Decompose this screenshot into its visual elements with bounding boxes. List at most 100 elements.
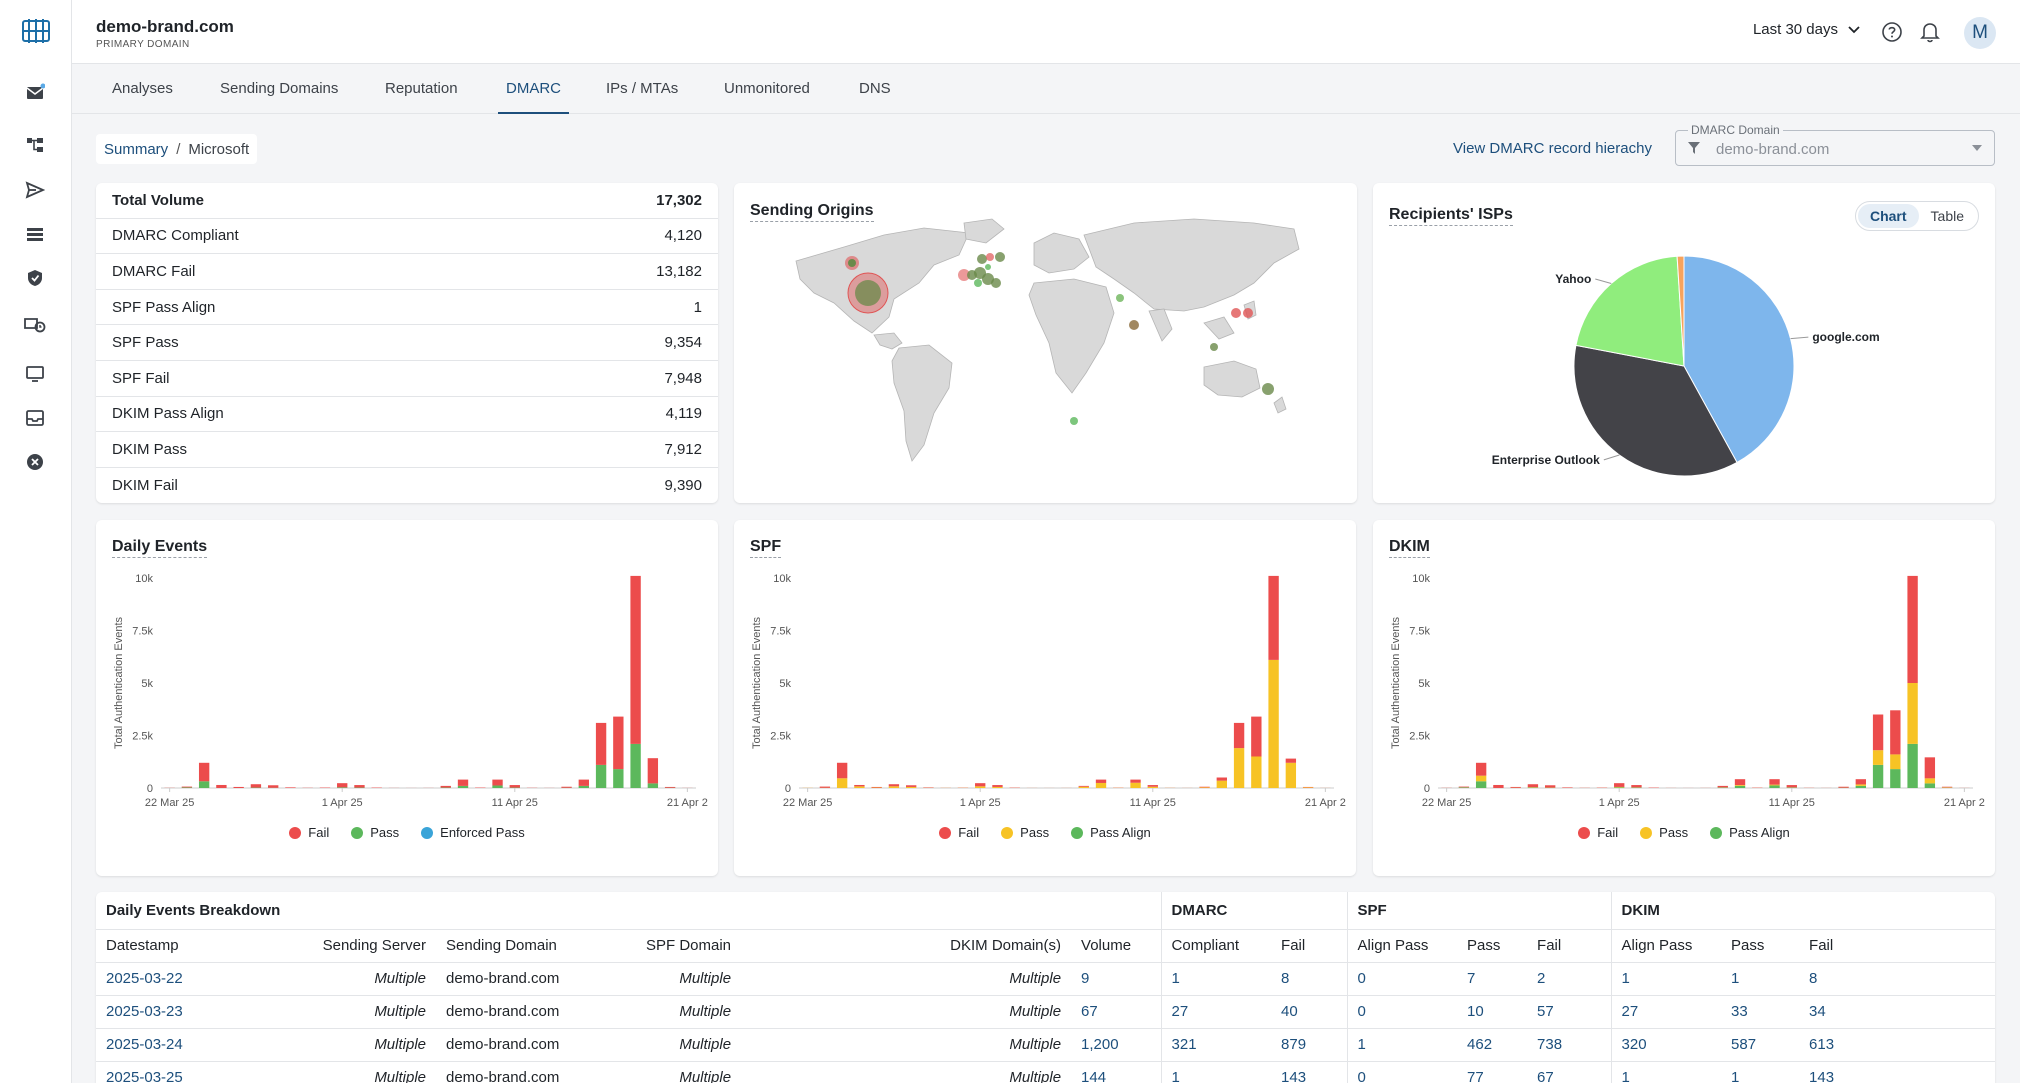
bar-segment[interactable]: [836, 778, 848, 788]
bar-segment[interactable]: [1924, 783, 1936, 788]
bar-segment[interactable]: [457, 785, 469, 788]
col-dkim-align-pass[interactable]: Align Pass: [1610, 929, 1722, 963]
col-dkim-domains[interactable]: DKIM Domain(s): [741, 929, 1072, 963]
bar-segment[interactable]: [578, 785, 589, 788]
bar-segment[interactable]: [1095, 782, 1107, 788]
table-row[interactable]: 2025-03-24 Multiple demo-brand.com Multiple…: [96, 1028, 1995, 1062]
table-row[interactable]: 2025-03-23 Multiple demo-brand.com Multiple…: [96, 995, 1995, 1029]
bar-segment[interactable]: [595, 722, 607, 765]
bar-segment[interactable]: [1786, 785, 1797, 788]
bar-segment[interactable]: [1855, 779, 1866, 785]
bar-segment[interactable]: [1941, 786, 1953, 788]
bar-segment[interactable]: [1285, 758, 1297, 763]
inbox-icon[interactable]: [24, 407, 46, 429]
bar-segment[interactable]: [1147, 786, 1158, 788]
bell-icon[interactable]: [1918, 20, 1942, 44]
bar-segment[interactable]: [1130, 782, 1141, 788]
bar-segment[interactable]: [613, 769, 624, 788]
tab-sending-domains[interactable]: Sending Domains: [220, 80, 339, 97]
bar-segment[interactable]: [1614, 787, 1625, 788]
pie-slice[interactable]: [1575, 255, 1685, 367]
tab-analyses[interactable]: Analyses: [112, 80, 173, 97]
bar-segment[interactable]: [285, 787, 296, 788]
bar-segment[interactable]: [561, 786, 572, 788]
bar-segment[interactable]: [1872, 764, 1884, 788]
bar-segment[interactable]: [1233, 748, 1245, 788]
bar-segment[interactable]: [1890, 769, 1901, 788]
primary-domain-name[interactable]: demo-brand.com: [96, 17, 234, 36]
bar-segment[interactable]: [1562, 787, 1573, 788]
view-record-hierarchy-link[interactable]: View DMARC record hierachy: [1453, 140, 1652, 157]
table-cell[interactable]: 2025-03-23: [96, 995, 286, 1029]
bar-segment[interactable]: [1095, 779, 1107, 783]
tab-dmarc[interactable]: DMARC: [498, 64, 569, 114]
bar-segment[interactable]: [1838, 786, 1849, 788]
bar-segment[interactable]: [1078, 785, 1089, 787]
bar-segment[interactable]: [492, 785, 503, 788]
bar-segment[interactable]: [1734, 785, 1746, 786]
bar-segment[interactable]: [578, 779, 589, 786]
col-sending-domain[interactable]: Sending Domain: [436, 929, 636, 963]
bar-segment[interactable]: [854, 784, 865, 787]
tab-unmonitored[interactable]: Unmonitored: [724, 80, 810, 97]
bar-segment[interactable]: [1872, 714, 1884, 751]
toggle-table[interactable]: Table: [1930, 208, 1964, 224]
legend-item-fail[interactable]: Fail: [289, 825, 329, 840]
pie-slice[interactable]: [1573, 344, 1738, 477]
legend-item-fail[interactable]: Fail: [1578, 825, 1618, 840]
bar-segment[interactable]: [1907, 743, 1918, 788]
bar-segment[interactable]: [1769, 779, 1780, 785]
bar-segment[interactable]: [975, 783, 986, 787]
bar-segment[interactable]: [1216, 780, 1227, 788]
toggle-chart[interactable]: Chart: [1857, 204, 1919, 228]
bar-segment[interactable]: [1855, 785, 1866, 788]
bar-segment[interactable]: [1734, 779, 1746, 786]
col-sending-server[interactable]: Sending Server: [286, 929, 436, 963]
date-range-select[interactable]: Last 30 days: [1753, 21, 1860, 38]
bar-segment[interactable]: [1147, 785, 1158, 787]
bar-segment[interactable]: [1130, 779, 1141, 783]
bar-segment[interactable]: [1510, 786, 1521, 788]
bar-segment[interactable]: [992, 785, 1003, 787]
legend-item-enforced-pass[interactable]: Enforced Pass: [421, 825, 525, 840]
bar-segment[interactable]: [1717, 785, 1728, 788]
bar-segment[interactable]: [613, 716, 624, 770]
bar-segment[interactable]: [1251, 756, 1262, 789]
bar-segment[interactable]: [906, 785, 917, 787]
bar-segment[interactable]: [647, 758, 659, 784]
col-dmarc-compliant[interactable]: Compliant: [1160, 929, 1272, 963]
bar-segment[interactable]: [1924, 757, 1936, 779]
bar-segment[interactable]: [595, 764, 607, 788]
bar-segment[interactable]: [975, 786, 986, 788]
table-row[interactable]: 2025-03-25 Multiple demo-brand.com Multiple…: [96, 1061, 1995, 1083]
bar-segment[interactable]: [1475, 781, 1487, 788]
logo-icon[interactable]: [21, 17, 51, 45]
monitor-icon[interactable]: [24, 363, 46, 385]
table-cell[interactable]: 2025-03-25: [96, 1061, 286, 1083]
bar-segment[interactable]: [1268, 575, 1279, 660]
legend-item-fail[interactable]: Fail: [939, 825, 979, 840]
col-dkim-pass[interactable]: Pass: [1721, 929, 1800, 963]
legend-item-pass-align[interactable]: Pass Align: [1710, 825, 1790, 840]
bar-segment[interactable]: [337, 787, 348, 788]
bar-segment[interactable]: [664, 786, 676, 788]
bar-segment[interactable]: [1855, 784, 1866, 786]
bar-segment[interactable]: [836, 762, 848, 779]
legend-item-pass[interactable]: Pass: [1640, 825, 1688, 840]
bar-segment[interactable]: [1769, 784, 1780, 786]
bar-segment[interactable]: [1199, 786, 1210, 788]
bar-segment[interactable]: [1216, 777, 1227, 781]
tab-ips-mtas[interactable]: IPs / MTAs: [606, 80, 679, 97]
bar-segment[interactable]: [181, 787, 193, 788]
bar-segment[interactable]: [337, 783, 348, 788]
bar-segment[interactable]: [630, 575, 641, 744]
bar-segment[interactable]: [198, 781, 210, 788]
table-cell[interactable]: 2025-03-24: [96, 1028, 286, 1062]
bar-segment[interactable]: [457, 779, 469, 786]
table-cell[interactable]: 2025-03-22: [96, 962, 286, 996]
bar-segment[interactable]: [1890, 710, 1901, 755]
col-dmarc-fail[interactable]: Fail: [1271, 929, 1348, 963]
bar-segment[interactable]: [268, 785, 279, 788]
bar-segment[interactable]: [1924, 778, 1936, 784]
col-spf-pass[interactable]: Pass: [1457, 929, 1528, 963]
